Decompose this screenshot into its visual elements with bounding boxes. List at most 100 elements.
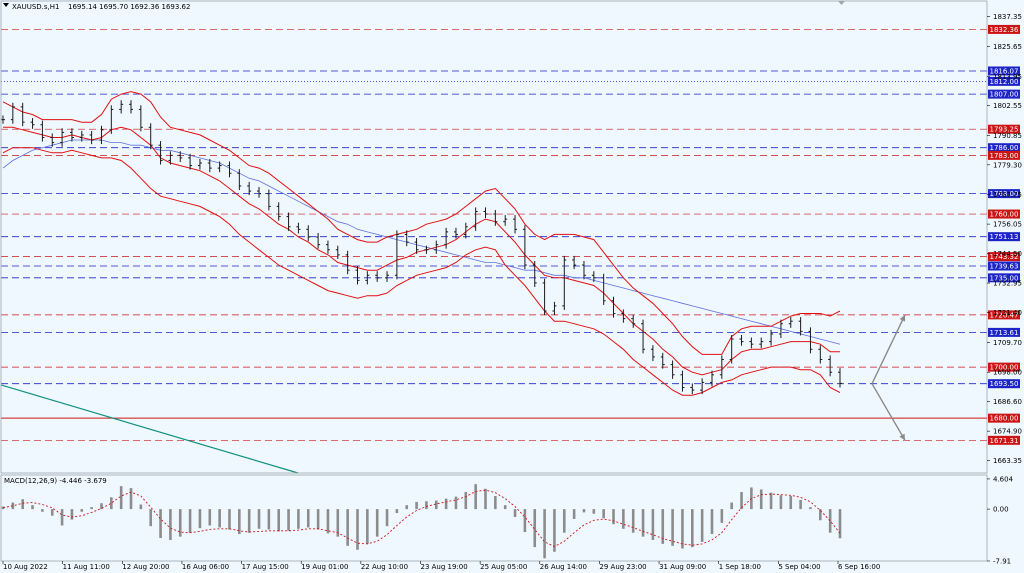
price-bar — [158, 141, 163, 165]
price-bar — [483, 207, 488, 219]
time-axis-label: 1 Sep 18:00 — [719, 563, 761, 571]
projection-up-arrow-head — [899, 314, 906, 322]
time-axis-label: 19 Aug 01:00 — [301, 563, 348, 571]
price-bar — [611, 296, 616, 318]
price-bar — [690, 383, 695, 395]
price-axis-tick-label: 1709.70 — [993, 339, 1022, 347]
price-bar — [700, 378, 705, 395]
price-axis-tick-label: 1837.35 — [993, 13, 1022, 21]
projection-up-arrow — [871, 314, 906, 385]
price-bar — [217, 161, 222, 173]
level-tag-1812-00 — [988, 76, 1020, 86]
price-chart-panel[interactable] — [0, 29, 987, 474]
price-axis-tick-label: 1756.05 — [993, 221, 1022, 229]
price-axis-tick-label: 1732.95 — [993, 280, 1022, 288]
price-bar — [40, 120, 45, 142]
price-bar — [335, 245, 340, 259]
price-bar — [719, 355, 724, 379]
level-tag-1832-36 — [988, 24, 1020, 34]
level-tag-label: 1735.00 — [990, 274, 1019, 282]
price-bar — [709, 370, 714, 387]
price-bar — [325, 240, 330, 254]
macd-panel[interactable] — [1, 484, 842, 559]
projection-up-arrow-shaft — [871, 314, 906, 385]
time-axis-label: 29 Aug 23:00 — [599, 563, 646, 571]
price-bar — [621, 309, 626, 323]
price-bar — [798, 317, 803, 336]
price-bar — [552, 301, 557, 316]
price-bar — [197, 158, 202, 170]
price-bar — [247, 181, 252, 196]
price-bar — [109, 105, 114, 134]
price-bar — [20, 102, 25, 127]
price-bar — [463, 222, 468, 239]
price-bar — [316, 232, 321, 249]
level-tag-label: 1760.00 — [990, 211, 1019, 219]
level-tag-label: 1807.00 — [990, 91, 1019, 99]
price-bar — [434, 240, 439, 254]
level-tag-label: 1713.61 — [990, 329, 1019, 337]
price-bar — [10, 102, 15, 124]
price-bar — [227, 161, 232, 178]
level-tag-label: 1783.00 — [990, 152, 1019, 160]
macd-axis-tick-label: 4.604 — [993, 475, 1014, 483]
price-axis-tick-label: 1790.85 — [993, 132, 1022, 140]
level-tag-1739-63 — [988, 261, 1020, 271]
price-bar — [513, 215, 518, 234]
price-bar — [345, 250, 350, 275]
price-bar — [355, 266, 360, 285]
price-bar — [542, 278, 547, 316]
level-tag-1793-25 — [988, 124, 1020, 134]
level-tag-1693-50 — [988, 379, 1020, 389]
price-bar — [650, 345, 655, 361]
main-frame — [0, 0, 988, 474]
price-bar — [30, 118, 35, 129]
projection-down-arrow-head — [899, 433, 905, 441]
price-chart-title: XAUUSD.s,H1 — [12, 3, 59, 11]
time-axis-label: 11 Aug 11:00 — [63, 563, 110, 571]
price-bar — [739, 334, 744, 346]
price-bar — [286, 212, 291, 231]
level-tag-1760-00 — [988, 209, 1020, 219]
chart-shift-marker-icon[interactable] — [838, 1, 845, 5]
price-bar — [581, 260, 586, 280]
level-tag-1700-00 — [988, 362, 1020, 372]
collapse-triangle-icon[interactable] — [3, 3, 9, 7]
price-bar — [503, 215, 508, 226]
price-axis-tick-label: 1663.35 — [993, 457, 1022, 465]
level-tag-label: 1739.63 — [990, 263, 1019, 271]
price-bar — [788, 317, 793, 328]
level-tag-1768-00 — [988, 189, 1020, 199]
price-bar — [385, 271, 390, 282]
price-bar — [680, 370, 685, 392]
level-tag-1735-00 — [988, 273, 1020, 283]
price-axis-tick-label: 1674.90 — [993, 428, 1022, 436]
price-bar — [759, 337, 764, 349]
level-tag-1751-13 — [988, 232, 1020, 242]
time-axis-label: 31 Aug 09:00 — [659, 563, 706, 571]
macd-title: MACD(12,26,9) -4.446 -3.679 — [4, 477, 107, 485]
time-axis-label: 16 Aug 06:00 — [182, 563, 229, 571]
price-bar — [168, 151, 173, 165]
level-tag-label: 1812.00 — [990, 78, 1019, 86]
price-bar — [670, 360, 675, 379]
level-tag-label: 1751.13 — [990, 233, 1019, 241]
ohlc-readout: 1695.14 1695.70 1692.36 1693.62 — [68, 3, 190, 11]
price-axis-tick-label: 1802.55 — [993, 102, 1022, 110]
level-tag-label: 1700.00 — [990, 364, 1019, 372]
price-bar — [394, 230, 399, 280]
price-bar — [365, 271, 370, 285]
macd-axis-tick-label: -7.91 — [993, 558, 1011, 566]
price-bar — [453, 227, 458, 239]
price-bar — [473, 207, 478, 231]
price-bar — [276, 202, 281, 221]
level-tag-label: 1832.36 — [990, 26, 1019, 34]
price-bar — [414, 238, 419, 254]
macd-frame — [0, 474, 988, 562]
price-bar — [138, 105, 143, 132]
price-bar — [601, 273, 606, 305]
level-tag-label: 1680.00 — [990, 415, 1019, 423]
level-tag-1786-00 — [988, 143, 1020, 153]
